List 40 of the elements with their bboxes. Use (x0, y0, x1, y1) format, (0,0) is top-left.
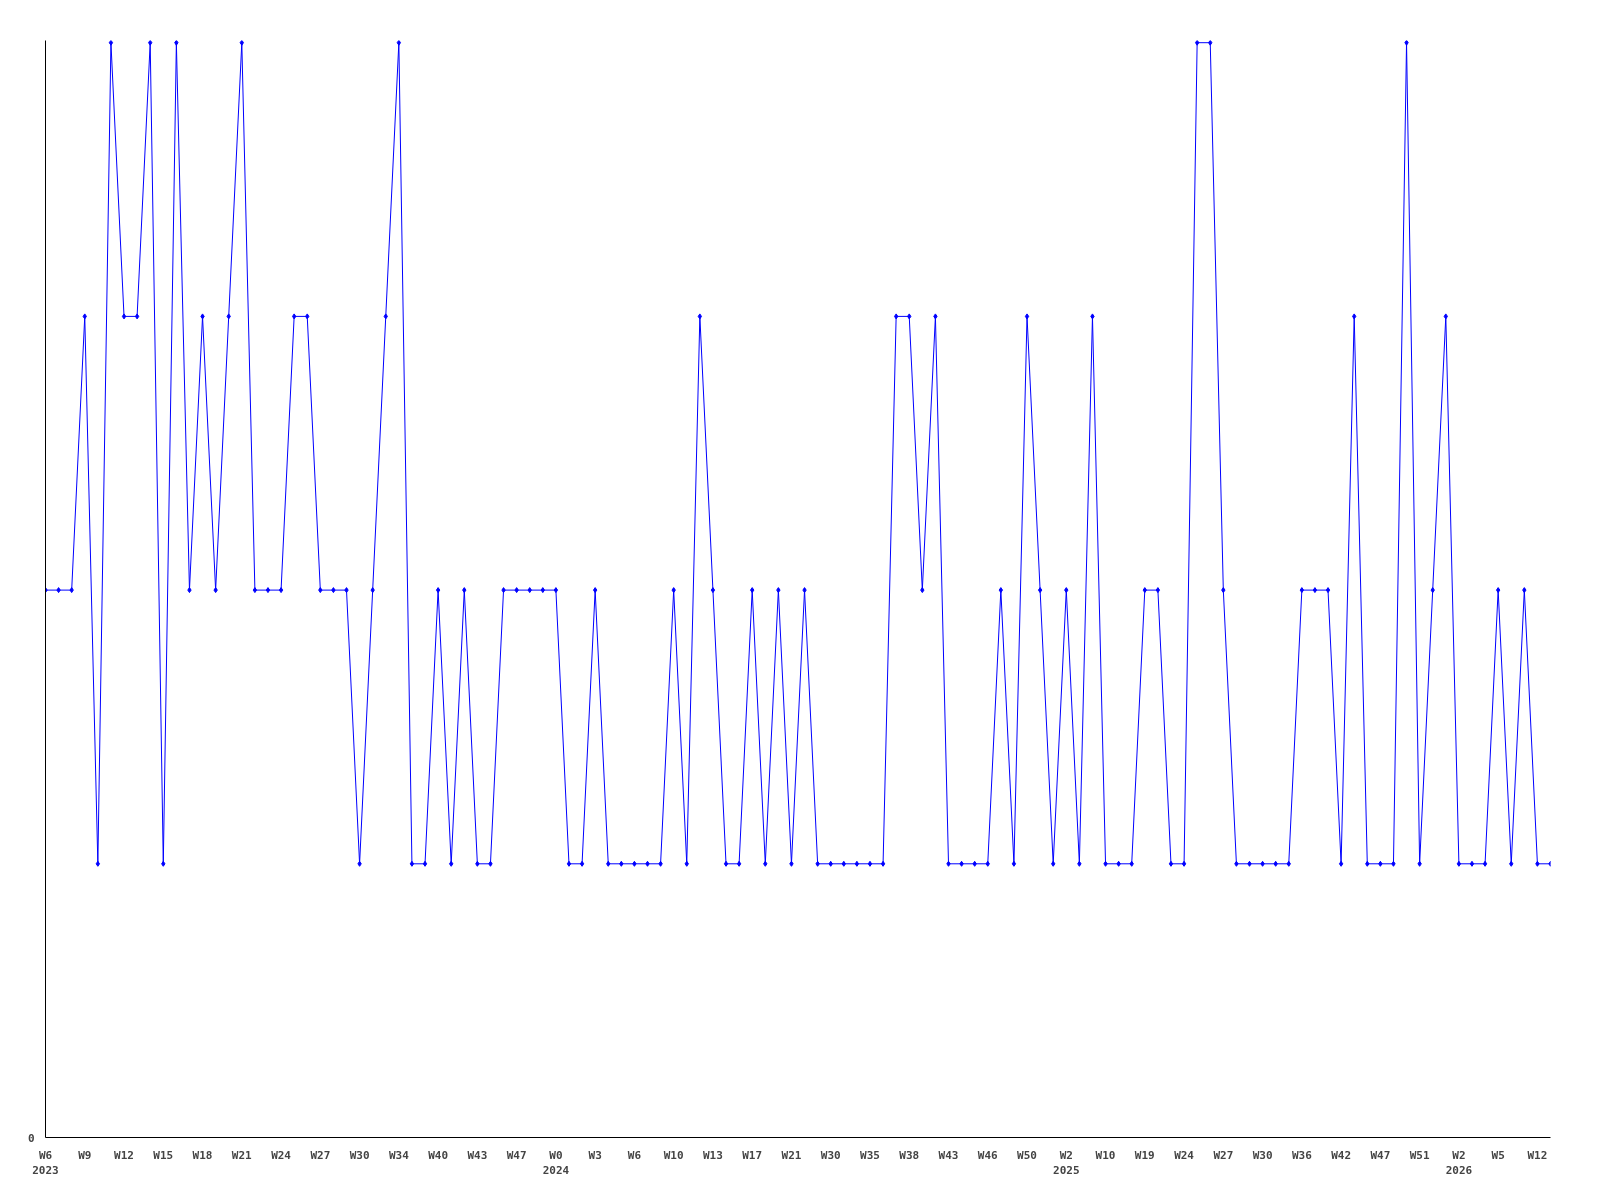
x-tick-label: W21 (781, 1148, 802, 1162)
x-tick-label: W9 (78, 1148, 92, 1162)
x-tick-label: W36 (1291, 1148, 1313, 1162)
x-tick-label: W30 (349, 1148, 370, 1162)
x-tick-label: W5 (1491, 1148, 1505, 1162)
x-tick-label: W35 (860, 1148, 880, 1162)
x-tick-label: W51 (1409, 1148, 1430, 1162)
x-tick-label: W18 (192, 1148, 213, 1162)
x-tick-label: W50 (1017, 1148, 1037, 1162)
x-tick-label: W47 (1370, 1148, 1391, 1162)
x-tick-label: W27 (310, 1148, 331, 1162)
x-tick-label: W6 2023 (32, 1148, 59, 1178)
x-tick-label: W34 (388, 1148, 410, 1162)
x-tick-label: W19 (1134, 1148, 1155, 1162)
x-tick-label: W46 (977, 1148, 999, 1162)
x-tick-label: W24 (1174, 1148, 1195, 1162)
x-tick-label: W43 (467, 1148, 488, 1162)
x-tick-label: W3 (588, 1148, 602, 1162)
x-tick-label: W38 (899, 1148, 920, 1162)
x-tick-label: W6 (627, 1148, 642, 1162)
x-tick-label: W2 2025 (1053, 1148, 1080, 1178)
x-tick-label: W10 (1095, 1148, 1116, 1162)
x-tick-label: W13 (703, 1148, 723, 1162)
x-tick-label: W2 2026 (1445, 1148, 1473, 1178)
x-tick-label: W30 (1252, 1148, 1273, 1162)
x-tick-label: W40 (428, 1148, 449, 1162)
x-tick-label: W10 (663, 1148, 684, 1162)
x-tick-label: W17 (742, 1148, 763, 1162)
x-tick-label: W47 (506, 1148, 527, 1162)
text: 0 (27, 1131, 35, 1145)
x-tick-label: W12 (1527, 1148, 1548, 1162)
x-tick-label: W24 (271, 1148, 292, 1162)
x-tick-label: W42 (1331, 1148, 1352, 1162)
x-tick-label: W0 2024 (542, 1148, 570, 1178)
x-tick-label: W12 (114, 1148, 134, 1162)
x-tick-label: W30 (820, 1148, 841, 1162)
x-tick-label: W43 (938, 1148, 959, 1162)
x-tick-label: W15 (153, 1148, 174, 1162)
x-tick-label: W27 (1213, 1148, 1234, 1162)
x-tick-label: W21 (231, 1148, 253, 1162)
